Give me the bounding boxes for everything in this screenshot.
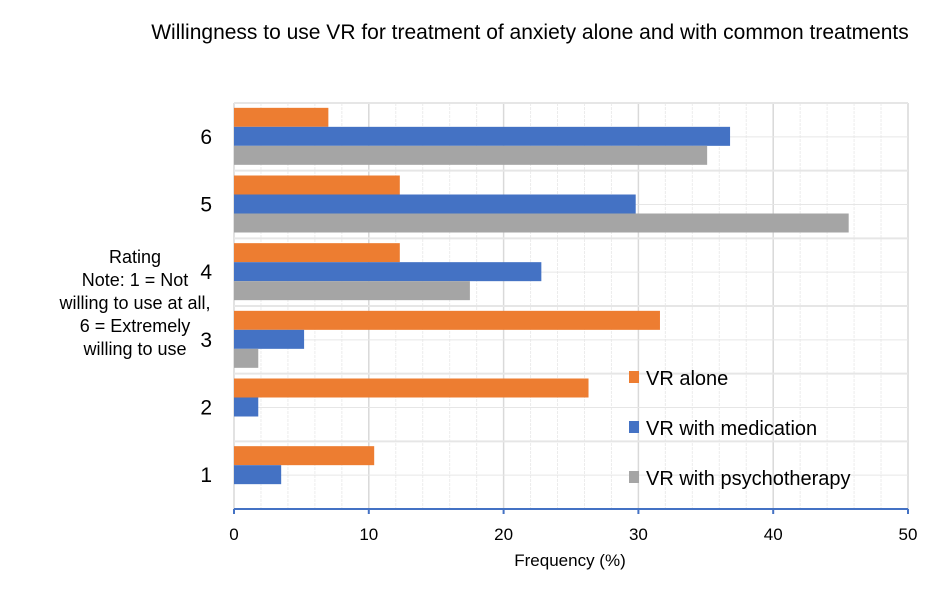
bar-vr-with-psychotherapy — [234, 281, 470, 301]
bar-vr-with-medication — [234, 465, 282, 485]
bar-vr-with-medication — [234, 329, 305, 349]
y-tick-label: 4 — [200, 261, 212, 284]
bar-vr-with-medication — [234, 262, 542, 282]
y-axis-label: Rating Note: 1 = Not willing to use at a… — [40, 246, 230, 361]
bar-vr-alone — [234, 243, 400, 263]
bar-vr-with-medication — [234, 194, 636, 214]
bar-vr-alone — [234, 107, 329, 127]
y-tick-label: 5 — [200, 194, 212, 217]
y-axis-label-line: willing to use at all, — [59, 293, 211, 313]
legend-swatch — [629, 371, 639, 383]
y-tick-label: 3 — [200, 329, 212, 352]
x-tick-label: 30 — [629, 525, 648, 544]
x-tick-label: 10 — [359, 525, 378, 544]
y-axis-label-line: willing to use — [83, 339, 187, 359]
y-tick-label: 2 — [200, 397, 212, 420]
bar-vr-alone — [234, 310, 660, 330]
bar-vr-alone — [234, 446, 375, 466]
bar-vr-with-psychotherapy — [234, 213, 849, 233]
y-tick-label: 6 — [200, 126, 212, 149]
bar-vr-with-medication — [234, 397, 259, 417]
x-tick-label: 0 — [229, 525, 238, 544]
bar-vr-with-psychotherapy — [234, 348, 259, 368]
bar-vr-with-medication — [234, 126, 731, 146]
chart-title: Willingness to use VR for treatment of a… — [151, 21, 909, 44]
bar-vr-with-psychotherapy — [234, 145, 708, 165]
legend-swatch — [629, 471, 639, 483]
legend-label: VR with psychotherapy — [646, 468, 851, 490]
legend-swatch — [629, 421, 639, 433]
x-tick-label: 40 — [764, 525, 783, 544]
bar-vr-alone — [234, 378, 589, 398]
legend-label: VR alone — [646, 368, 728, 390]
y-axis-label-line: Rating — [108, 247, 162, 267]
y-tick-label: 1 — [200, 464, 212, 487]
x-tick-label: 50 — [899, 525, 918, 544]
x-axis-label: Frequency (%) — [514, 551, 626, 570]
legend-label: VR with medication — [646, 418, 817, 440]
y-axis-label-line: Note: 1 = Not — [81, 270, 189, 290]
y-axis-label-line: 6 = Extremely — [79, 316, 191, 336]
bar-vr-alone — [234, 175, 400, 195]
x-tick-label: 20 — [494, 525, 513, 544]
